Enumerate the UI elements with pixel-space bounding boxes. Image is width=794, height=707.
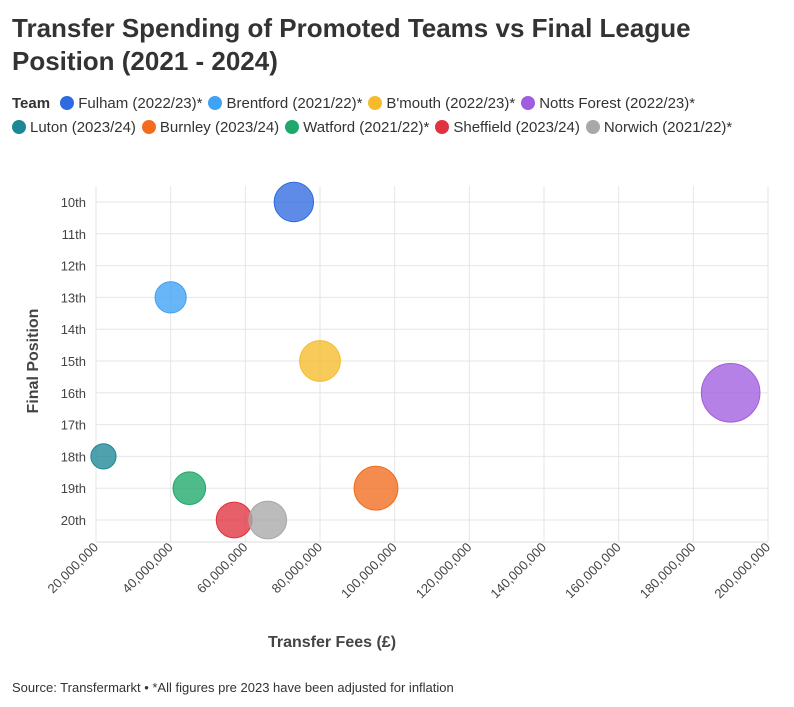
legend-item[interactable]: Luton (2023/24) (12, 116, 136, 140)
legend-label: Notts Forest (2022/23)* (539, 95, 696, 112)
legend-swatch (585, 120, 600, 134)
legend-label: Fulham (2022/23)* (78, 95, 203, 112)
y-tick-label: 12th (61, 259, 86, 274)
data-point (299, 340, 341, 382)
legend-swatch (285, 120, 300, 134)
legend-label: B'mouth (2022/23)* (386, 95, 516, 112)
x-tick-label: 80,000,000 (268, 540, 325, 597)
y-tick-label: 19th (61, 481, 86, 496)
legend-swatch (435, 120, 450, 134)
legend-label: Sheffield (2023/24) (453, 119, 580, 136)
x-tick-label: 120,000,000 (413, 540, 475, 602)
legend-item[interactable]: B'mouth (2022/23)* (368, 92, 515, 116)
legend-item[interactable]: Brentford (2021/22)* (208, 92, 362, 116)
y-tick-label: 11th (62, 227, 86, 242)
x-tick-label: 100,000,000 (338, 540, 400, 602)
legend-swatch (141, 120, 156, 134)
legend-item[interactable]: Fulham (2022/23)* (60, 92, 202, 116)
data-point (248, 500, 288, 540)
x-tick-label: 140,000,000 (487, 540, 549, 602)
source-note: Source: Transfermarkt • *All figures pre… (12, 680, 454, 695)
legend-title: Team (12, 95, 51, 112)
legend-item[interactable]: Burnley (2023/24) (141, 116, 280, 140)
y-tick-label: 10th (61, 195, 86, 210)
legend-swatch (208, 96, 223, 110)
x-tick-label: 160,000,000 (562, 540, 624, 602)
y-tick-label: 15th (61, 354, 86, 369)
data-point (172, 471, 207, 506)
legend-item[interactable]: Sheffield (2023/24) (435, 116, 580, 140)
y-tick-label: 20th (61, 513, 86, 528)
legend-item[interactable]: Watford (2021/22)* (285, 116, 429, 140)
x-tick-label: 60,000,000 (194, 540, 251, 597)
y-tick-label: 17th (61, 418, 86, 433)
x-tick-label: 180,000,000 (637, 540, 699, 602)
data-point (90, 443, 117, 470)
legend: Team Fulham (2022/23)* Brentford (2021/22… (12, 92, 782, 140)
y-tick-label: 18th (61, 449, 86, 464)
scatter-chart: 10th 11th 12th 13th 14th 15th 16th 17th 18th 19th… (25, 181, 773, 651)
data-point (154, 281, 187, 314)
x-axis-title: Transfer Fees (£) (268, 634, 396, 651)
legend-label: Luton (2023/24) (30, 119, 136, 136)
data-point (215, 501, 253, 539)
legend-label: Watford (2021/22)* (303, 119, 430, 136)
x-tick-label: 200,000,000 (711, 540, 773, 602)
x-tick-label: 20,000,000 (44, 540, 101, 597)
legend-label: Brentford (2021/22)* (226, 95, 363, 112)
legend-item[interactable]: Notts Forest (2022/23)* (521, 92, 695, 116)
legend-label: Burnley (2023/24) (159, 119, 280, 136)
legend-swatch (521, 96, 536, 110)
y-tick-label: 16th (61, 386, 86, 401)
y-axis-title: Final Position (25, 309, 42, 414)
legend-item[interactable]: Norwich (2021/22)* (585, 116, 733, 140)
chart-title: Transfer Spending of Promoted Teams vs F… (12, 13, 691, 76)
legend-label: Norwich (2021/22)* (603, 119, 733, 136)
y-tick-label: 13th (61, 290, 86, 305)
y-tick-label: 14th (61, 322, 86, 337)
x-tick-label: 40,000,000 (119, 540, 176, 597)
data-point (273, 181, 315, 223)
legend-swatch (12, 120, 26, 134)
data-point (700, 363, 761, 423)
legend-swatch (60, 96, 75, 110)
legend-swatch (368, 96, 383, 110)
data-point (353, 465, 399, 511)
